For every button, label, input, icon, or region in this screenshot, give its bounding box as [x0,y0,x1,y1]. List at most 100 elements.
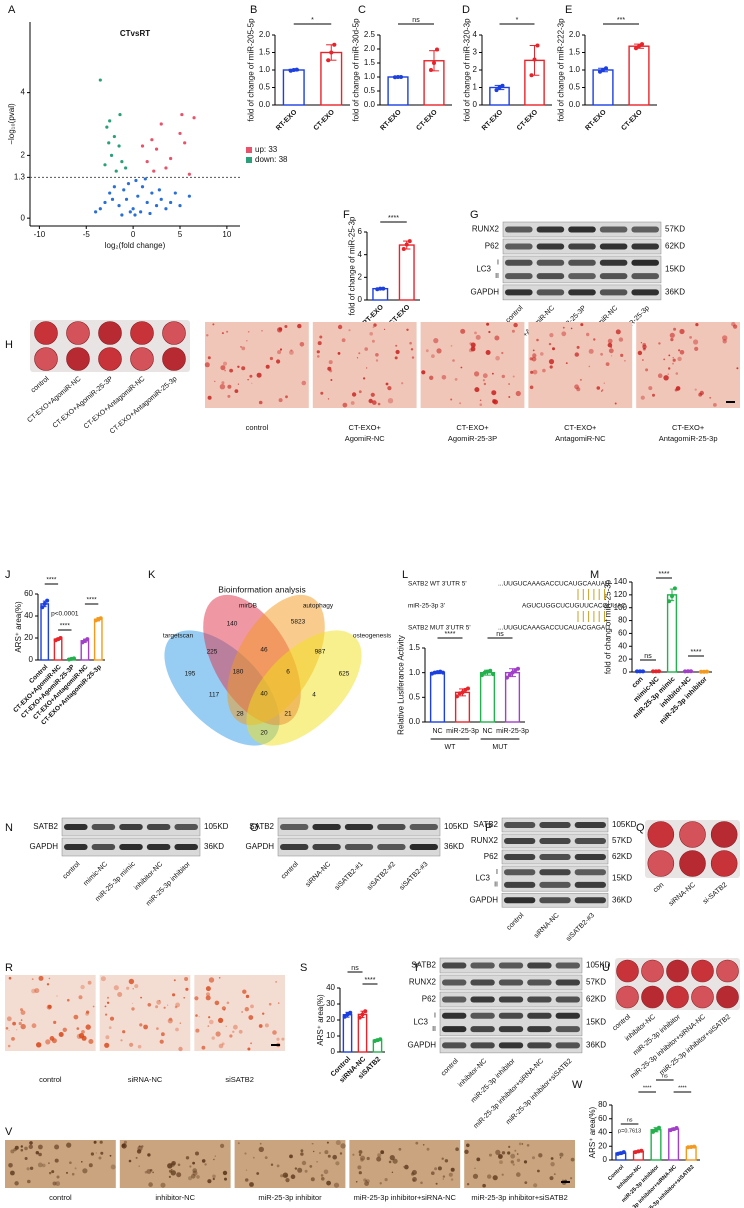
stain-spot [117,992,123,997]
venn-count: 5823 [291,619,306,626]
point [148,211,152,216]
blot-band [64,824,88,830]
protein-label: P62 [485,242,500,251]
point [117,204,121,208]
stain-spot [313,1150,315,1153]
point [110,197,115,201]
well [66,321,90,345]
data-point [510,670,515,675]
point [180,112,184,117]
significance: ns [627,1117,633,1123]
stain-spot [134,984,139,989]
stain-spot [339,1152,343,1155]
stain-spot [225,1025,227,1028]
set-label: mirDB [239,603,257,610]
stain-spot [80,984,85,990]
well-label: control [30,375,51,394]
stain-spot [372,400,377,405]
x-tick-label: RT-EXO [275,108,299,132]
stain-spot [658,342,661,345]
bar [628,45,650,106]
stain-spot [448,1172,453,1177]
stain-spot [66,1171,68,1174]
stain-spot [241,346,246,351]
stain-spot [62,1027,67,1033]
stain-spot [183,997,185,999]
y-tick-label: 4 [473,30,478,39]
stain-spot [526,1144,530,1147]
blot-band [442,996,467,1003]
stain-spot [100,976,106,982]
blot-band [470,962,495,969]
stain-spot [529,385,534,390]
data-point [455,694,459,699]
stain-spot [158,1000,161,1002]
stain-spot [159,1039,164,1044]
stain-spot [652,393,655,397]
stain-spot [16,1029,18,1031]
stain-spot [276,1037,280,1041]
stain-spot [120,1039,123,1042]
stain-spot [549,365,553,369]
protein-label: LC3 [413,1018,428,1027]
significance: **** [365,977,376,984]
point [131,207,135,211]
y-tick-label: 0.0 [259,100,271,109]
x-tick-label: RT-EXO [481,108,505,132]
stain-spot [491,390,497,396]
stain-spot [460,328,466,334]
stain-spot [135,1156,138,1159]
stain-spot [251,382,253,384]
stain-spot [366,1156,370,1161]
size-label: 105KD [204,822,229,831]
panel-letter: J [5,569,11,581]
y-axis-label: Relative Lusiferance Activity [397,635,406,735]
stain-spot [358,1153,362,1157]
y-tick-label: 0.5 [259,83,271,92]
blot-band [631,273,659,280]
stain-spot [379,1182,382,1185]
stain-spot [395,344,398,347]
stain-spot [220,365,226,371]
y-tick-label: 60 [598,1114,607,1123]
stain-spot [540,352,544,356]
stain-spot [327,366,332,371]
bar [398,244,415,301]
point [94,210,98,214]
stain-spot [205,986,211,992]
sequence-label: SATB2 MUT 3'UTR 5' [408,625,471,632]
stain-spot [141,1145,144,1148]
stain-spot [553,1173,556,1175]
x-tick-label: 10 [222,230,231,239]
sequence-label: SATB2 WT 3'UTR 5' [408,581,467,588]
y-tick-label: 6 [358,227,363,236]
stain-spot [442,1178,444,1180]
stain-spot [256,372,262,378]
size-label: 36KD [586,1041,606,1050]
stain-spot [412,1179,415,1182]
stain-spot [149,1169,153,1172]
stain-spot [10,1149,15,1154]
stain-spot [194,996,199,1001]
panel-letter: Q [636,822,645,834]
x-tick-label: -5 [83,230,91,239]
stain-spot [401,382,404,385]
stain-spot [501,374,505,379]
stain-spot [409,341,412,345]
stain-spot [444,1159,449,1163]
bar [592,69,614,106]
stain-spot [667,373,669,375]
stain-spot [394,356,398,360]
stain-spot [570,327,573,330]
stain-spot [474,371,480,377]
stain-spot [168,1175,171,1178]
data-point [291,68,296,72]
well-label: con [652,882,665,895]
stain-spot [85,1024,91,1030]
y-tick-label: 1.5 [409,643,421,652]
y-axis-label: ARS⁺ area(%) [316,994,325,1046]
stain-spot [672,362,674,365]
lane-label: siSATB2-#1 [334,861,365,892]
panel-letter: E [565,4,572,16]
stain-spot [479,399,482,402]
